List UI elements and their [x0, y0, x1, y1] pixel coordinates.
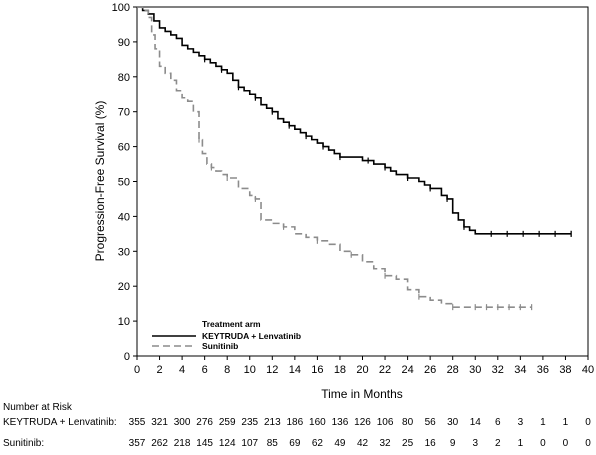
risk-value: 186 [287, 417, 304, 428]
risk-value: 1 [563, 417, 569, 428]
risk-value: 145 [196, 438, 213, 449]
risk-value: 56 [425, 417, 437, 428]
risk-value: 107 [241, 438, 258, 449]
y-tick-label: 80 [118, 72, 130, 84]
risk-value: 160 [309, 417, 326, 428]
x-tick-label: 14 [289, 364, 301, 376]
risk-value: 126 [354, 417, 371, 428]
risk-value: 0 [585, 438, 591, 449]
risk-value: 0 [563, 438, 569, 449]
x-tick-label: 30 [469, 364, 481, 376]
risk-value: 30 [447, 417, 459, 428]
y-axis-title: Progression-Free Survival (%) [93, 101, 107, 262]
risk-value: 14 [470, 417, 482, 428]
x-tick-label: 38 [559, 364, 571, 376]
x-tick-label: 16 [311, 364, 323, 376]
y-tick-label: 10 [118, 316, 130, 328]
risk-value: 235 [241, 417, 258, 428]
risk-value: 0 [540, 438, 546, 449]
risk-value: 9 [450, 438, 456, 449]
risk-value: 355 [129, 417, 146, 428]
y-axis: 0 10 20 30 40 50 60 70 80 90 100 [112, 2, 137, 363]
risk-value: 276 [196, 417, 213, 428]
y-tick-label: 0 [124, 351, 130, 363]
y-tick-label: 60 [118, 142, 130, 154]
risk-value: 357 [129, 438, 146, 449]
x-tick-label: 22 [379, 364, 391, 376]
risk-value: 213 [264, 417, 281, 428]
risk-value: 3 [472, 438, 478, 449]
risk-row-label-keytruda: KEYTRUDA + Lenvatinib: [3, 417, 117, 428]
legend-title: Treatment arm [202, 319, 261, 329]
y-tick-label: 70 [118, 107, 130, 119]
legend-entry-sunitinib: Sunitinib [202, 341, 238, 351]
x-tick-label: 20 [356, 364, 368, 376]
risk-value: 6 [495, 417, 501, 428]
x-tick-label: 2 [156, 364, 162, 376]
y-tick-label: 100 [112, 2, 130, 14]
series-line-1 [137, 6, 532, 308]
risk-value: 259 [219, 417, 236, 428]
risk-row-label-sunitinib: Sunitinib: [3, 438, 44, 449]
x-tick-label: 36 [537, 364, 549, 376]
risk-values: 355 321 300 276 259 235 213 186 160 136 126 106 80 56… [129, 417, 592, 449]
x-tick-label: 32 [492, 364, 504, 376]
legend: Treatment arm KEYTRUDA + Lenvatinib Suni… [152, 319, 301, 351]
risk-value: 49 [334, 438, 346, 449]
series-layer [137, 6, 572, 311]
risk-value: 16 [425, 438, 437, 449]
legend-entry-keytruda: KEYTRUDA + Lenvatinib [202, 331, 301, 341]
risk-value: 2 [495, 438, 501, 449]
risk-value: 25 [402, 438, 414, 449]
x-tick-label: 34 [514, 364, 526, 376]
risk-value: 124 [219, 438, 236, 449]
x-tick-label: 28 [447, 364, 459, 376]
x-tick-label: 10 [244, 364, 256, 376]
x-axis: 0 2 4 6 8 10 12 14 16 18 20 22 24 26 28 30 32 34 36 38 40 [134, 356, 594, 376]
risk-value: 300 [174, 417, 191, 428]
x-tick-label: 0 [134, 364, 140, 376]
risk-value: 62 [312, 438, 324, 449]
y-tick-label: 90 [118, 37, 130, 49]
y-tick-label: 30 [118, 246, 130, 258]
x-tick-label: 12 [266, 364, 278, 376]
x-tick-label: 8 [224, 364, 230, 376]
risk-value: 80 [402, 417, 414, 428]
risk-value: 32 [379, 438, 391, 449]
x-tick-label: 24 [401, 364, 413, 376]
risk-value: 136 [332, 417, 349, 428]
x-tick-label: 40 [582, 364, 594, 376]
x-tick-label: 26 [424, 364, 436, 376]
risk-value: 69 [289, 438, 301, 449]
risk-value: 321 [151, 417, 168, 428]
x-tick-label: 18 [334, 364, 346, 376]
risk-value: 85 [267, 438, 279, 449]
risk-value: 106 [377, 417, 394, 428]
y-tick-label: 40 [118, 211, 130, 223]
risk-value: 262 [151, 438, 168, 449]
x-tick-label: 4 [179, 364, 185, 376]
risk-value: 1 [540, 417, 546, 428]
risk-value: 1 [518, 438, 524, 449]
risk-value: 3 [518, 417, 524, 428]
risk-table: Number at Risk KEYTRUDA + Lenvatinib: Su… [3, 402, 591, 449]
series-line-0 [137, 6, 572, 235]
y-tick-label: 50 [118, 177, 130, 189]
risk-value: 42 [357, 438, 369, 449]
x-tick-label: 6 [202, 364, 208, 376]
risk-value: 218 [174, 438, 191, 449]
risk-value: 0 [585, 417, 591, 428]
y-tick-label: 20 [118, 281, 130, 293]
risk-heading: Number at Risk [3, 402, 73, 413]
x-axis-title: Time in Months [321, 387, 403, 401]
